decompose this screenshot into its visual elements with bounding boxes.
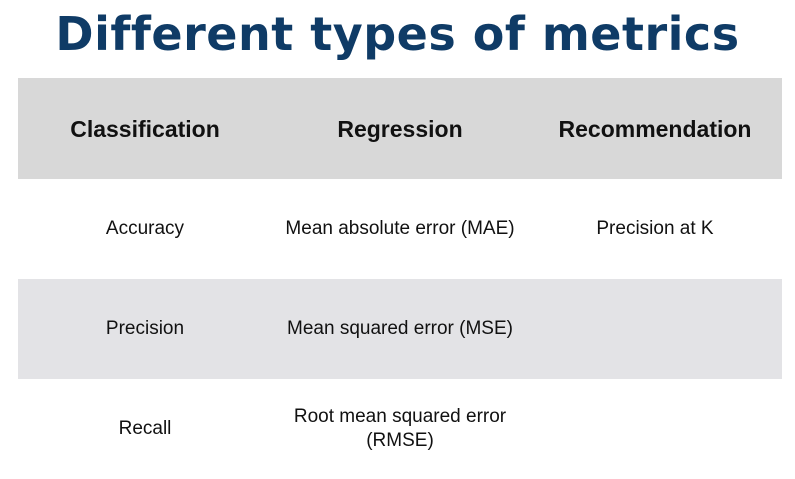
table-cell: Precision at K <box>596 218 714 239</box>
table-row: Recall Root mean squared error (RMSE) <box>18 379 782 479</box>
table-cell <box>528 379 782 479</box>
header-cell-classification: Classification <box>70 115 220 142</box>
page-title: Different types of metrics <box>55 7 740 61</box>
table-cell: Accuracy <box>105 218 185 239</box>
table-cell: Precision <box>105 318 185 339</box>
table-header-row: Classification Regression Recommendation <box>18 78 782 179</box>
table-cell: Mean squared error (MSE) <box>287 318 513 339</box>
header-cell-regression: Regression <box>337 115 463 142</box>
table-row: Precision Mean squared error (MSE) <box>18 279 782 379</box>
table-cell: Root mean squared error (RMSE) <box>293 406 507 451</box>
table-cell: Recall <box>118 418 172 439</box>
metrics-table: Classification Regression Recommendation… <box>18 78 782 479</box>
table-row: Accuracy Mean absolute error (MAE) Preci… <box>18 179 782 279</box>
table-cell: Mean absolute error (MAE) <box>285 218 515 239</box>
table-cell <box>528 279 782 379</box>
header-cell-recommendation: Recommendation <box>558 115 752 142</box>
